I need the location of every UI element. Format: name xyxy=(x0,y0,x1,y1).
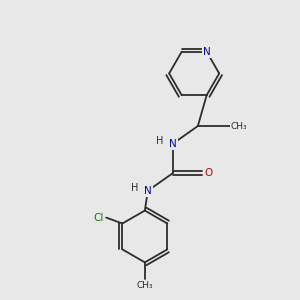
Text: H: H xyxy=(131,183,138,193)
Text: N: N xyxy=(144,186,152,196)
Text: H: H xyxy=(156,136,163,146)
Text: CH₃: CH₃ xyxy=(231,122,248,130)
Text: CH₃: CH₃ xyxy=(136,280,153,290)
Text: N: N xyxy=(203,47,211,57)
Text: O: O xyxy=(205,168,213,178)
Text: N: N xyxy=(169,139,177,149)
Text: Cl: Cl xyxy=(94,213,104,223)
